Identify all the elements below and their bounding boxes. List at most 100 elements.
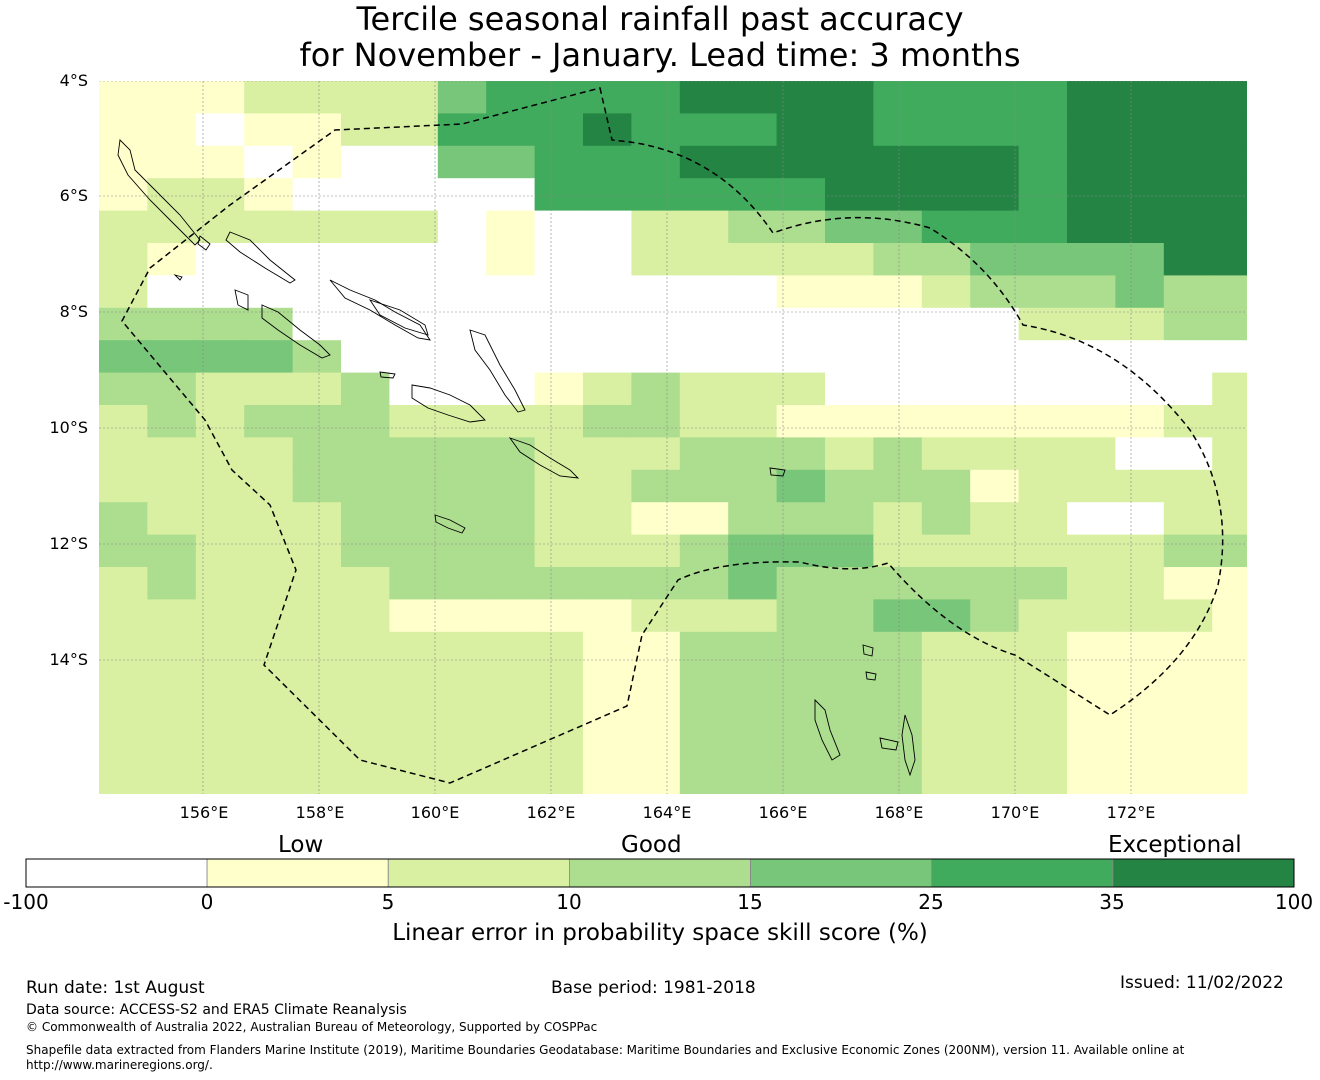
skill-cell (437, 275, 487, 309)
skill-cell (1018, 81, 1068, 114)
shapefile-credit: Shapefile data extracted from Flanders M… (26, 1043, 1185, 1057)
skill-cell (825, 534, 874, 568)
skill-cell (1018, 437, 1068, 471)
island-outline (769, 467, 786, 477)
skill-cell (825, 307, 874, 341)
skill-cell (583, 696, 632, 730)
skill-cell (631, 178, 681, 212)
skill-cell (631, 145, 681, 179)
skill-cell (1163, 502, 1213, 536)
skill-cell (970, 145, 1020, 179)
skill-cell (1018, 599, 1068, 633)
skill-cell (147, 145, 197, 179)
skill-cell (1212, 113, 1247, 147)
skill-cell (970, 631, 1020, 665)
skill-cell (341, 178, 390, 212)
skill-cell (292, 469, 342, 503)
skill-cell (873, 275, 923, 309)
skill-cell (970, 696, 1020, 730)
skill-cell (341, 567, 390, 600)
skill-cell (1212, 502, 1247, 536)
colorbar-segment (569, 858, 751, 888)
lon-label-158e: 158°E (295, 803, 345, 822)
skill-cell (825, 631, 874, 665)
colorbar-label: Linear error in probability space skill … (392, 920, 928, 946)
skill-cell (534, 664, 584, 698)
skill-cell (1115, 502, 1165, 536)
island-outline (411, 384, 486, 423)
skill-cell (583, 243, 632, 276)
island-outline (508, 437, 580, 479)
skill-cell (776, 307, 826, 341)
shapefile-url: http://www.marineregions.org/. (26, 1058, 213, 1072)
skill-cell (389, 696, 439, 730)
skill-cell (921, 243, 971, 276)
skill-cell (1018, 372, 1068, 406)
skill-cell (195, 502, 245, 536)
skill-cell (583, 437, 632, 471)
skill-cell (631, 664, 681, 698)
skill-cell (921, 113, 971, 147)
skill-cell (679, 567, 729, 600)
skill-cell (728, 340, 778, 374)
skill-cell (825, 145, 874, 179)
skill-cell (486, 729, 536, 762)
skill-cell (1115, 729, 1165, 762)
skill-cell (1067, 275, 1116, 309)
skill-cell (728, 405, 778, 438)
skill-cell (1018, 307, 1068, 341)
skill-cell (1163, 729, 1213, 762)
skill-cell (1067, 81, 1116, 114)
skill-cell (728, 307, 778, 341)
skill-cell (292, 664, 342, 698)
island-outline (879, 737, 899, 751)
skill-cell (292, 275, 342, 309)
skill-cell (1115, 405, 1165, 438)
skill-cell (776, 729, 826, 762)
skill-cell (99, 696, 148, 730)
skill-cell (1115, 145, 1165, 179)
skill-cell (1212, 178, 1247, 212)
skill-cell (389, 567, 439, 600)
colorbar-segment (931, 858, 1114, 888)
skill-cell (534, 631, 584, 665)
skill-cell (1115, 340, 1165, 374)
skill-cell (825, 567, 874, 600)
skill-cell (921, 405, 971, 438)
skill-cell (679, 81, 729, 114)
skill-cell (583, 631, 632, 665)
skill-cell (679, 113, 729, 147)
skill-cell (99, 469, 148, 503)
skill-cell (341, 405, 390, 438)
skill-cell (1212, 405, 1247, 438)
skill-cell (631, 534, 681, 568)
colorbar-segment (25, 858, 208, 888)
skill-cell (970, 405, 1020, 438)
skill-cell (292, 631, 342, 665)
lon-label-160e: 160°E (410, 803, 460, 822)
skill-cell (1018, 502, 1068, 536)
skill-cell (99, 729, 148, 762)
skill-cell (1163, 145, 1213, 179)
skill-cell (437, 631, 487, 665)
skill-cell (728, 599, 778, 633)
skill-cell (1067, 599, 1116, 633)
skill-cell (341, 307, 390, 341)
skill-cell (389, 729, 439, 762)
skill-cell (437, 405, 487, 438)
skill-cell (776, 631, 826, 665)
skill-cell (631, 405, 681, 438)
skill-cell (921, 502, 971, 536)
skill-cell (825, 210, 874, 244)
skill-cell (437, 534, 487, 568)
skill-cell (873, 243, 923, 276)
skill-cell (244, 372, 294, 406)
skill-cell (776, 178, 826, 212)
skill-cell (1067, 729, 1116, 762)
skill-cell (195, 210, 245, 244)
skill-cell (873, 696, 923, 730)
skill-cell (1067, 405, 1116, 438)
colorbar-category-exceptional: Exceptional (1108, 832, 1242, 858)
skill-cell (921, 307, 971, 341)
skill-cell (776, 437, 826, 471)
